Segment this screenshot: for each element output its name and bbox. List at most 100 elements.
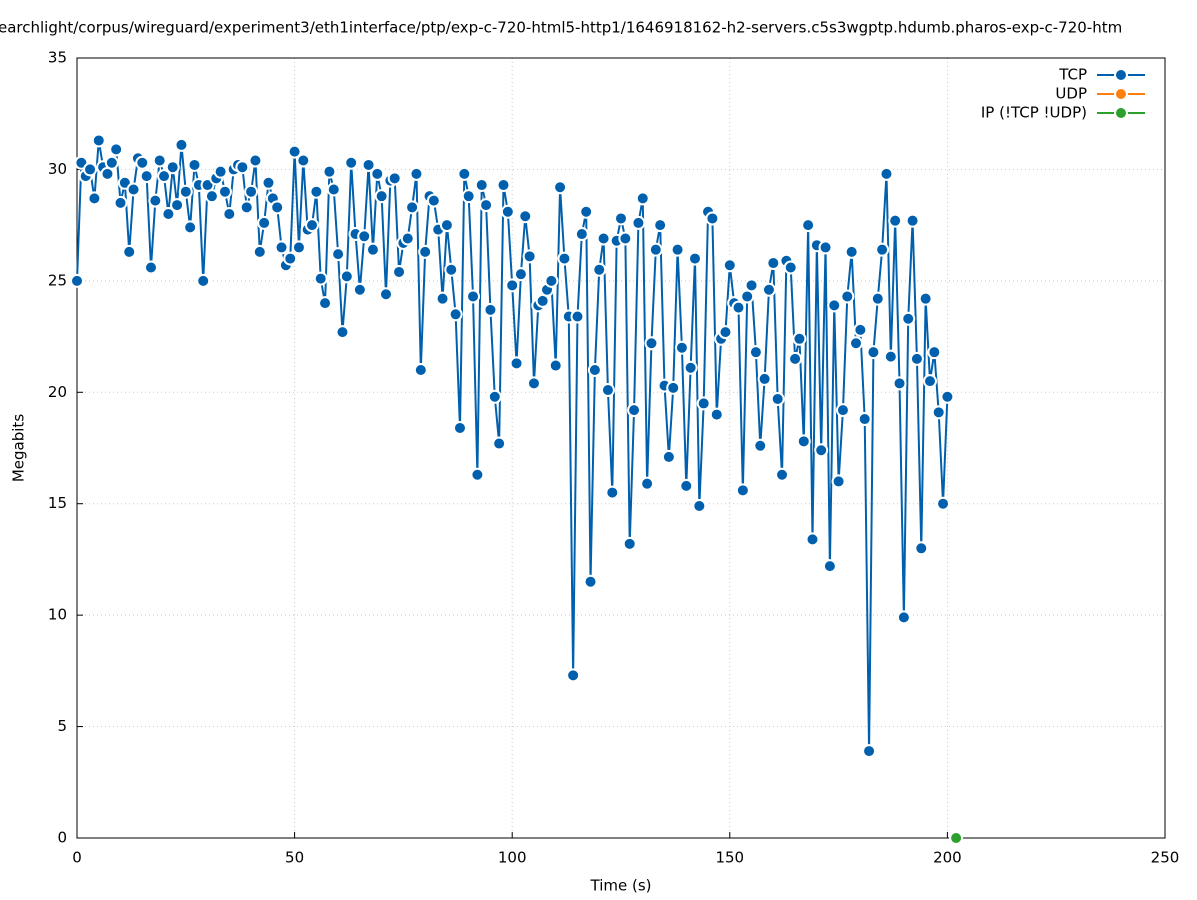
y-tick-label: 30 [48,160,67,178]
data-point [213,164,228,179]
data-point [339,269,354,284]
data-point [257,215,272,230]
chart-title: earchlight/corpus/wireguard/experiment3/… [0,19,1122,37]
data-point [439,218,454,233]
data-point [670,242,685,257]
data-point [614,211,628,226]
data-point [766,256,781,271]
data-point [792,331,807,346]
data-point [783,260,798,275]
data-point [788,351,803,366]
data-point [696,396,711,411]
data-point [170,198,185,213]
data-point [574,227,589,242]
data-point [83,162,98,177]
data-point [570,309,585,324]
y-tick-label: 0 [57,829,67,847]
legend-marker [1114,106,1128,120]
data-point [596,231,611,246]
data-point [513,267,528,282]
data-point [796,434,811,449]
data-point [470,467,485,482]
data-point [492,436,507,451]
data-point [775,467,790,482]
data-point [483,302,498,317]
data-point [949,831,964,845]
legend-label: TCP [1058,66,1087,84]
data-point [888,213,903,228]
data-point [879,166,894,181]
data-point [748,345,763,360]
data-point [178,184,193,199]
data-point [313,271,328,286]
data-point [452,420,467,435]
data-point [187,157,202,172]
data-point [500,204,515,219]
legend-label: UDP [1055,85,1087,103]
data-point [143,260,158,275]
data-point [757,371,772,386]
data-point [357,229,372,244]
data-point [553,180,568,195]
data-point [352,282,367,297]
data-point [579,204,594,219]
data-point [157,169,172,184]
data-point [222,207,237,221]
data-point [505,278,520,293]
data-point [653,218,668,233]
x-axis-label: Time (s) [590,877,652,895]
data-point [104,155,119,170]
data-point [87,191,102,206]
data-point [722,258,737,273]
data-point [217,184,232,199]
legend-marker [1114,68,1128,82]
data-point [122,244,137,259]
data-point [692,498,707,513]
data-point [822,559,837,574]
data-point [635,191,650,206]
legend-label: IP (!TCP !UDP) [981,104,1087,122]
data-point [283,251,298,266]
data-point [914,541,929,556]
data-point [418,244,433,259]
data-point [161,207,176,221]
data-point [896,610,911,625]
data-point [387,171,402,186]
x-tick-label: 150 [715,849,744,867]
data-point [827,298,842,313]
data-point [801,218,816,233]
data-point [405,200,420,215]
data-point [644,336,659,351]
data-point [335,325,350,340]
y-axis-label: Megabits [10,414,28,482]
data-point [526,376,541,391]
data-point [744,278,759,293]
data-point [496,178,511,193]
data-point [109,142,124,157]
data-point [640,476,655,491]
data-point [252,244,267,259]
data-point [274,240,289,255]
data-point [426,193,441,208]
data-point [892,376,907,391]
data-point [600,383,615,398]
data-point [326,182,341,197]
data-point [435,291,450,306]
data-point [853,322,868,337]
data-point [818,240,833,255]
data-point [444,262,459,277]
data-point [392,264,407,279]
data-point [922,374,937,389]
data-point [661,449,676,464]
data-point [196,273,211,288]
data-point [940,389,955,404]
data-point [870,291,885,306]
data-point [296,153,311,168]
x-tick-label: 250 [1151,849,1180,867]
data-point [605,485,620,500]
data-point [875,242,890,257]
data-point [448,307,463,322]
legend-marker [1114,87,1128,101]
data-point [805,532,820,547]
